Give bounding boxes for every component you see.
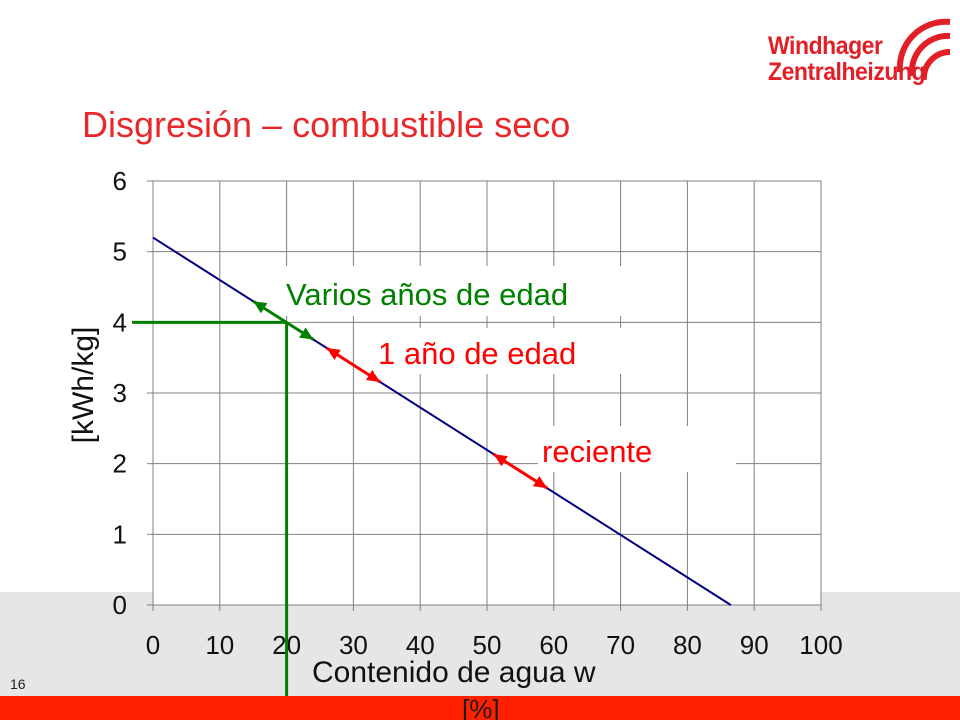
x-tick-label: 60 (539, 630, 568, 660)
x-tick-label: 40 (406, 630, 435, 660)
range-label-background (538, 426, 736, 472)
page-title: Disgresión – combustible seco (82, 104, 571, 145)
range-arrowhead (299, 327, 314, 340)
range-label-background (374, 328, 622, 374)
range-arrowhead (253, 301, 268, 314)
footer-bar: [%] (0, 696, 960, 720)
x-tick-label: 50 (473, 630, 502, 660)
range-label: 1 año de edad (378, 336, 576, 371)
x-tick-label: 30 (339, 630, 368, 660)
range-arrowhead (326, 347, 341, 361)
y-tick-label: 0 (113, 590, 127, 620)
range-arrowhead (365, 369, 381, 382)
x-tick-label: 0 (146, 630, 160, 660)
y-tick-label: 5 (113, 237, 127, 267)
y-tick-label: 6 (113, 166, 127, 196)
x-tick-label: 100 (799, 630, 842, 660)
x-tick-label: 10 (205, 630, 234, 660)
logo-line-1: Windhager (768, 32, 883, 60)
windhager-logo: Windhager Zentralheizung (762, 14, 952, 94)
x-tick-label: 90 (740, 630, 769, 660)
range-label: reciente (542, 434, 652, 469)
y-tick-label: 4 (113, 307, 127, 337)
y-tick-label: 3 (113, 378, 127, 408)
y-tick-label: 2 (113, 449, 127, 479)
logo-line-2: Zentralheizung (768, 58, 926, 86)
x-axis-unit: [%] (462, 696, 500, 720)
logo-arcs-icon (896, 18, 951, 81)
x-tick-label: 80 (673, 630, 702, 660)
y-axis-label: [kWh/kg] (67, 326, 100, 444)
range-arrowhead (493, 454, 508, 467)
x-tick-label: 70 (606, 630, 635, 660)
range-arrowhead (532, 476, 548, 489)
y-tick-label: 1 (113, 519, 127, 549)
series-line (152, 236, 732, 606)
range-label: Varios años de edad (286, 277, 568, 312)
page-number: 16 (10, 676, 26, 692)
range-label-background (282, 266, 628, 316)
y-axis-label-wrap: [kWh/kg] (62, 300, 106, 470)
x-axis-label: Contenido de agua w (312, 656, 596, 689)
bottom-band (0, 592, 960, 696)
